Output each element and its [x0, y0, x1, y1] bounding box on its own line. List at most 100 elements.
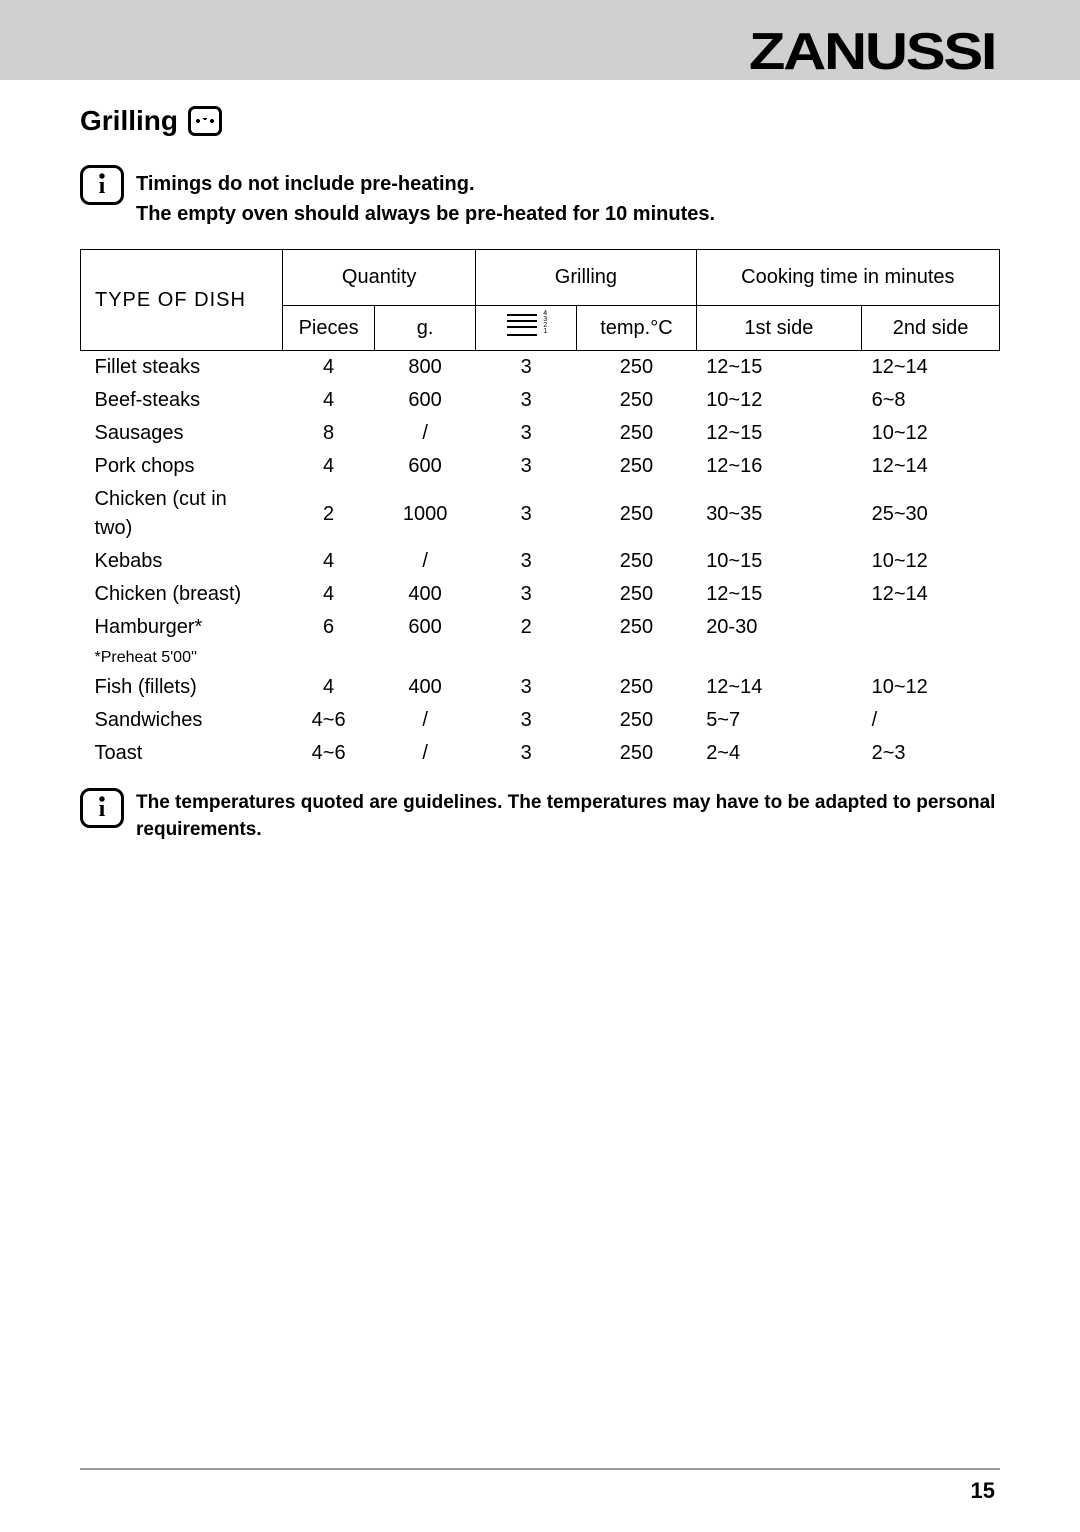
table-row: Fillet steaks4800325012~1512~14 — [81, 351, 1000, 385]
cell-side1: 30~35 — [696, 483, 861, 545]
cell-dish: *Preheat 5'00'' — [81, 644, 283, 671]
table-row: Sausages8/325012~1510~12 — [81, 417, 1000, 450]
section-title: Grilling — [80, 105, 1000, 137]
header-grams: g. — [375, 306, 476, 351]
cell-pieces: 4 — [283, 578, 375, 611]
grilling-table: TYPE OF DISH Quantity Grilling Cooking t… — [80, 249, 1000, 770]
cell-temp: 250 — [577, 578, 696, 611]
cell-grams: 800 — [375, 351, 476, 385]
cell-grams: 600 — [375, 611, 476, 644]
cell-grams: / — [375, 737, 476, 770]
cell-temp: 250 — [577, 450, 696, 483]
cell-side2: 10~12 — [862, 545, 1000, 578]
cell-pieces: 4~6 — [283, 737, 375, 770]
cell-shelf — [476, 644, 577, 671]
cell-side1: 12~16 — [696, 450, 861, 483]
cell-shelf: 3 — [476, 737, 577, 770]
cell-shelf: 3 — [476, 450, 577, 483]
cell-pieces: 4 — [283, 545, 375, 578]
table-row: Kebabs4/325010~1510~12 — [81, 545, 1000, 578]
cell-temp: 250 — [577, 384, 696, 417]
section-title-text: Grilling — [80, 105, 178, 137]
cell-pieces: 4 — [283, 384, 375, 417]
cell-dish: Hamburger* — [81, 611, 283, 644]
table-row: Fish (fillets)4400325012~1410~12 — [81, 671, 1000, 704]
cell-side1: 12~15 — [696, 351, 861, 385]
page-number: 15 — [971, 1478, 995, 1504]
cell-side2: 25~30 — [862, 483, 1000, 545]
info-note-2-text: The temperatures quoted are guidelines. … — [136, 788, 1000, 843]
cell-grams: 400 — [375, 671, 476, 704]
cell-dish: Beef-steaks — [81, 384, 283, 417]
cell-grams — [375, 644, 476, 671]
cell-dish: Sausages — [81, 417, 283, 450]
cell-shelf: 3 — [476, 417, 577, 450]
cell-pieces: 4~6 — [283, 704, 375, 737]
cell-side2 — [862, 611, 1000, 644]
cell-dish: Fillet steaks — [81, 351, 283, 385]
cell-side1: 12~14 — [696, 671, 861, 704]
cell-side1: 20-30 — [696, 611, 861, 644]
table-row: Chicken (breast)4400325012~1512~14 — [81, 578, 1000, 611]
table-row: Toast4~6/32502~42~3 — [81, 737, 1000, 770]
cell-side2: 10~12 — [862, 671, 1000, 704]
cell-pieces: 8 — [283, 417, 375, 450]
info-icon: ı — [80, 165, 124, 205]
cell-side2: 2~3 — [862, 737, 1000, 770]
header-shelf-icon: 4321 — [476, 306, 577, 351]
cell-side2: 12~14 — [862, 578, 1000, 611]
cell-side1 — [696, 644, 861, 671]
cell-side1: 5~7 — [696, 704, 861, 737]
cell-side2 — [862, 644, 1000, 671]
cell-dish: Sandwiches — [81, 704, 283, 737]
cell-temp — [577, 644, 696, 671]
page-content: Grilling ı Timings do not include pre-he… — [0, 80, 1080, 843]
cell-dish: Pork chops — [81, 450, 283, 483]
cell-pieces: 4 — [283, 450, 375, 483]
cell-side1: 12~15 — [696, 417, 861, 450]
cell-dish: Chicken (breast) — [81, 578, 283, 611]
table-header-row-1: TYPE OF DISH Quantity Grilling Cooking t… — [81, 250, 1000, 306]
cell-side2: 6~8 — [862, 384, 1000, 417]
info-note-1-line1: Timings do not include pre-heating. — [136, 173, 475, 195]
cell-grams: / — [375, 417, 476, 450]
header-type-of-dish: TYPE OF DISH — [81, 250, 283, 351]
cell-side1: 10~15 — [696, 545, 861, 578]
cell-shelf: 3 — [476, 384, 577, 417]
cell-shelf: 2 — [476, 611, 577, 644]
table-body: Fillet steaks4800325012~1512~14Beef-stea… — [81, 351, 1000, 771]
cell-shelf: 3 — [476, 483, 577, 545]
cell-grams: 400 — [375, 578, 476, 611]
cell-shelf: 3 — [476, 671, 577, 704]
cell-temp: 250 — [577, 737, 696, 770]
header-side1: 1st side — [696, 306, 861, 351]
header-side2: 2nd side — [862, 306, 1000, 351]
cell-side1: 12~15 — [696, 578, 861, 611]
cell-dish: Toast — [81, 737, 283, 770]
header-bar: ZANUSSI — [0, 0, 1080, 80]
cell-pieces: 6 — [283, 611, 375, 644]
cell-pieces: 4 — [283, 671, 375, 704]
cell-shelf: 3 — [476, 545, 577, 578]
header-cooking-time: Cooking time in minutes — [696, 250, 999, 306]
header-pieces: Pieces — [283, 306, 375, 351]
table-row: Hamburger*6600225020-30 — [81, 611, 1000, 644]
cell-side2: 12~14 — [862, 351, 1000, 385]
cell-side2: / — [862, 704, 1000, 737]
info-note-1-text: Timings do not include pre-heating. The … — [136, 165, 715, 229]
footer-rule — [80, 1468, 1000, 1470]
table-row: Beef-steaks4600325010~126~8 — [81, 384, 1000, 417]
cell-temp: 250 — [577, 671, 696, 704]
cell-side2: 10~12 — [862, 417, 1000, 450]
info-note-1: ı Timings do not include pre-heating. Th… — [80, 165, 1000, 229]
cell-pieces — [283, 644, 375, 671]
info-note-1-line2: The empty oven should always be pre-heat… — [136, 203, 715, 225]
cell-shelf: 3 — [476, 578, 577, 611]
cell-dish: Chicken (cut in two) — [81, 483, 283, 545]
cell-dish: Kebabs — [81, 545, 283, 578]
cell-pieces: 2 — [283, 483, 375, 545]
header-grilling: Grilling — [476, 250, 697, 306]
cell-shelf: 3 — [476, 351, 577, 385]
cell-temp: 250 — [577, 611, 696, 644]
table-row: Pork chops4600325012~1612~14 — [81, 450, 1000, 483]
